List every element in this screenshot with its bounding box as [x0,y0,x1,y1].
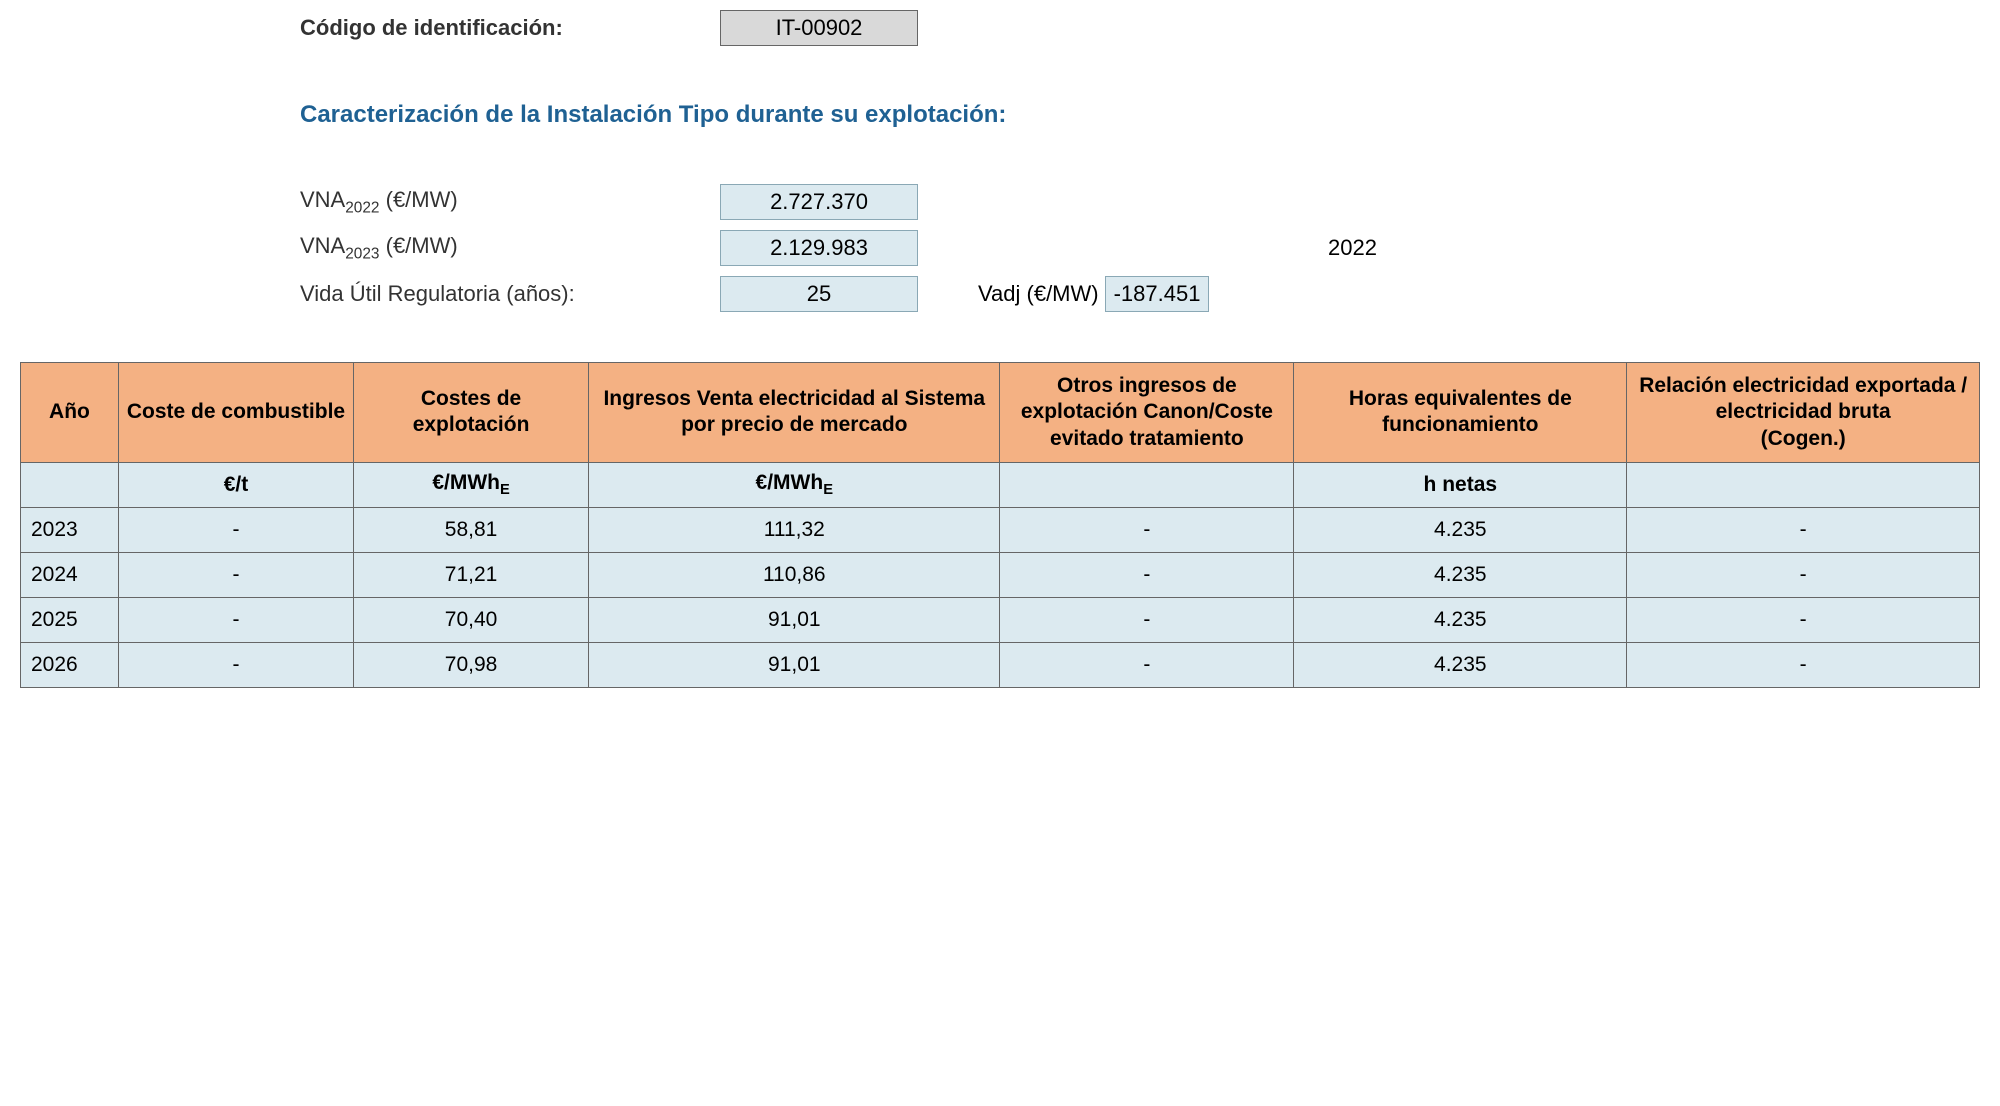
unit-cell-2: €/MWhE [354,462,589,507]
vna1-row: VNA2022 (€/MW) 2.727.370 [300,184,1980,220]
vna1-sub: 2022 [345,199,379,216]
data-cell-0-1: 58,81 [354,507,589,552]
data-cell-2-1: 70,40 [354,597,589,642]
data-cell-3-1: 70,98 [354,642,589,687]
vna2-sub: 2023 [345,245,379,262]
caracterizacion-row: Caracterización de la Instalación Tipo d… [300,101,1980,129]
data-cell-3-0: - [118,642,353,687]
table-row: 2026-70,9891,01-4.235- [21,642,1980,687]
vna1-label: VNA2022 (€/MW) [300,187,720,217]
vadj-year: 2022 [1328,235,1377,261]
vna2-value: 2.129.983 [720,230,918,266]
data-cell-3-3: - [1000,642,1294,687]
data-cell-2-2: 91,01 [589,597,1000,642]
vadj-label: Vadj (€/MW) [978,281,1099,307]
data-cell-1-1: 71,21 [354,552,589,597]
data-cell-0-5: - [1627,507,1980,552]
vna1-prefix: VNA [300,187,345,212]
table-row: 2023-58,81111,32-4.235- [21,507,1980,552]
unit-cell-6 [1627,462,1980,507]
data-cell-2-5: - [1627,597,1980,642]
vna2-label: VNA2023 (€/MW) [300,233,720,263]
vida-row: Vida Útil Regulatoria (años): 25 Vadj (€… [300,276,1980,312]
col-header-4: Otros ingresos de explotación Canon/Cost… [1000,363,1294,463]
table-units-row: €/t€/MWhE€/MWhEh netas [21,462,1980,507]
col-header-6: Relación electricidad exportada / electr… [1627,363,1980,463]
data-cell-1-3: - [1000,552,1294,597]
col-header-2: Costes de explotación [354,363,589,463]
vida-value: 25 [720,276,918,312]
data-cell-1-4: 4.235 [1294,552,1627,597]
year-cell: 2026 [21,642,119,687]
data-cell-0-2: 111,32 [589,507,1000,552]
table-body: €/t€/MWhE€/MWhEh netas2023-58,81111,32-4… [21,462,1980,687]
unit-cell-1: €/t [118,462,353,507]
vadj-value: -187.451 [1105,276,1210,312]
table-header-row: AñoCoste de combustibleCostes de explota… [21,363,1980,463]
table-row: 2024-71,21110,86-4.235- [21,552,1980,597]
data-table: AñoCoste de combustibleCostes de explota… [20,362,1980,688]
col-header-3: Ingresos Venta electricidad al Sistema p… [589,363,1000,463]
vna1-value: 2.727.370 [720,184,918,220]
vna2-row: VNA2023 (€/MW) 2.129.983 2022 [300,230,1980,266]
top-section: Código de identificación: IT-00902 Carac… [300,10,1980,312]
vna1-unit: (€/MW) [380,187,458,212]
year-cell: 2024 [21,552,119,597]
unit-cell-4 [1000,462,1294,507]
data-cell-2-0: - [118,597,353,642]
data-cell-2-3: - [1000,597,1294,642]
unit-cell-3: €/MWhE [589,462,1000,507]
data-cell-1-2: 110,86 [589,552,1000,597]
col-header-0: Año [21,363,119,463]
caracterizacion-title: Caracterización de la Instalación Tipo d… [300,101,1006,129]
data-cell-3-5: - [1627,642,1980,687]
year-cell: 2023 [21,507,119,552]
vna2-unit: (€/MW) [380,233,458,258]
codigo-row: Código de identificación: IT-00902 [300,10,1980,46]
unit-cell-5: h netas [1294,462,1627,507]
data-cell-0-3: - [1000,507,1294,552]
data-cell-0-0: - [118,507,353,552]
col-header-5: Horas equivalentes de funcionamiento [1294,363,1627,463]
data-cell-3-4: 4.235 [1294,642,1627,687]
year-cell: 2025 [21,597,119,642]
unit-cell-0 [21,462,119,507]
data-cell-2-4: 4.235 [1294,597,1627,642]
data-cell-3-2: 91,01 [589,642,1000,687]
data-cell-0-4: 4.235 [1294,507,1627,552]
col-header-1: Coste de combustible [118,363,353,463]
codigo-label: Código de identificación: [300,15,720,41]
table-row: 2025-70,4091,01-4.235- [21,597,1980,642]
data-cell-1-5: - [1627,552,1980,597]
codigo-value: IT-00902 [720,10,918,46]
vna2-prefix: VNA [300,233,345,258]
vida-label: Vida Útil Regulatoria (años): [300,281,720,307]
vadj-group: Vadj (€/MW) -187.451 [978,276,1209,312]
data-cell-1-0: - [118,552,353,597]
table-head: AñoCoste de combustibleCostes de explota… [21,363,1980,463]
